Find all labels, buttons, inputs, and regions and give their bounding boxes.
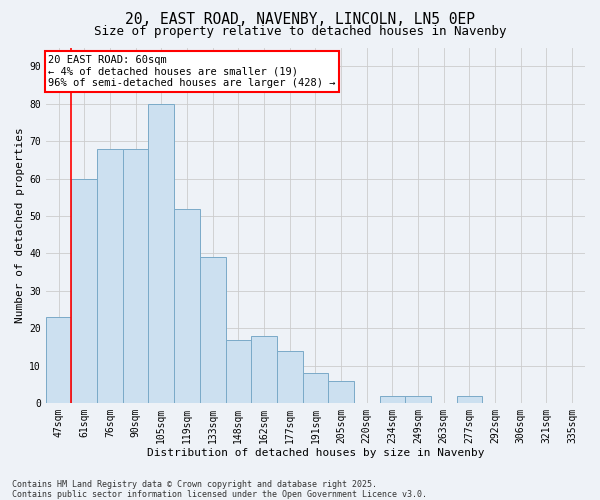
Bar [302, 374, 328, 403]
Bar [251, 336, 277, 403]
Text: Contains HM Land Registry data © Crown copyright and database right 2025.
Contai: Contains HM Land Registry data © Crown c… [12, 480, 427, 499]
Bar [380, 396, 405, 403]
Bar [328, 381, 354, 403]
Bar [71, 178, 97, 403]
Bar [277, 351, 302, 403]
Bar [148, 104, 174, 403]
Bar [457, 396, 482, 403]
Text: 20, EAST ROAD, NAVENBY, LINCOLN, LN5 0EP: 20, EAST ROAD, NAVENBY, LINCOLN, LN5 0EP [125, 12, 475, 28]
Bar [405, 396, 431, 403]
Text: Size of property relative to detached houses in Navenby: Size of property relative to detached ho… [94, 25, 506, 38]
Bar [226, 340, 251, 403]
Bar [46, 317, 71, 403]
Bar [174, 208, 200, 403]
Bar [200, 257, 226, 403]
Text: 20 EAST ROAD: 60sqm
← 4% of detached houses are smaller (19)
96% of semi-detache: 20 EAST ROAD: 60sqm ← 4% of detached hou… [49, 55, 336, 88]
Bar [123, 148, 148, 403]
X-axis label: Distribution of detached houses by size in Navenby: Distribution of detached houses by size … [146, 448, 484, 458]
Y-axis label: Number of detached properties: Number of detached properties [15, 128, 25, 323]
Bar [97, 148, 123, 403]
